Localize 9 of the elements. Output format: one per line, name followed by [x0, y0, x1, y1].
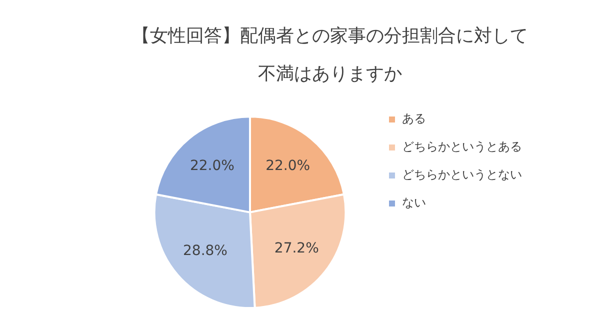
- chart-title: 【女性回答】配偶者との家事の分担割合に対して不満はありますか: [132, 26, 528, 84]
- data-label: 27.2%: [274, 240, 319, 257]
- legend-label: どちらかというとある: [402, 140, 522, 154]
- data-label: 22.0%: [190, 158, 234, 174]
- data-label: 28.8%: [183, 242, 228, 259]
- legend-label: ない: [402, 196, 426, 210]
- legend-label: ある: [402, 112, 426, 126]
- legend-label: どちらかというとない: [402, 168, 522, 182]
- data-label: 22.0%: [266, 158, 310, 174]
